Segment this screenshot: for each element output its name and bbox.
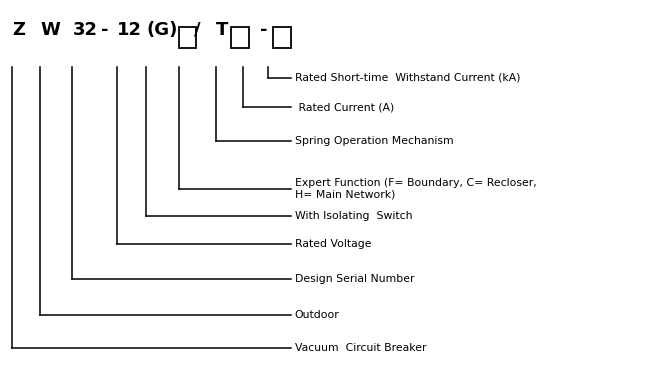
Text: -: - xyxy=(100,21,108,38)
Text: With Isolating  Switch: With Isolating Switch xyxy=(295,211,412,222)
Text: /: / xyxy=(194,21,201,38)
Text: 32: 32 xyxy=(72,21,97,38)
Text: Rated Current (A): Rated Current (A) xyxy=(295,102,394,112)
Text: Z: Z xyxy=(12,21,25,38)
Text: Design Serial Number: Design Serial Number xyxy=(295,274,414,285)
Bar xyxy=(273,27,291,48)
Text: Outdoor: Outdoor xyxy=(295,309,340,320)
Text: -: - xyxy=(260,21,267,38)
Text: Vacuum  Circuit Breaker: Vacuum Circuit Breaker xyxy=(295,343,426,353)
Text: 12: 12 xyxy=(117,21,142,38)
Bar xyxy=(179,27,196,48)
Text: (G): (G) xyxy=(146,21,178,38)
Text: Expert Function (F= Boundary, C= Recloser,
H= Main Network): Expert Function (F= Boundary, C= Reclose… xyxy=(295,178,537,199)
Text: Rated Voltage: Rated Voltage xyxy=(295,239,371,249)
Text: Spring Operation Mechanism: Spring Operation Mechanism xyxy=(295,136,454,147)
Text: W: W xyxy=(40,21,60,38)
Text: Rated Short-time  Withstand Current (kA): Rated Short-time Withstand Current (kA) xyxy=(295,73,521,83)
Bar xyxy=(231,27,249,48)
Text: T: T xyxy=(216,21,228,38)
